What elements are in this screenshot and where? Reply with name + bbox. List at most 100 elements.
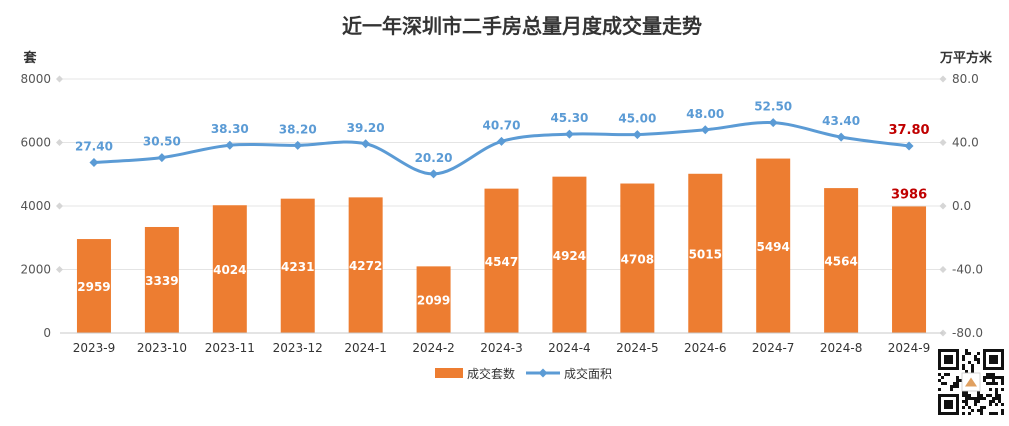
qr-module (968, 361, 971, 364)
qr-module (959, 379, 962, 382)
qr-module (983, 397, 986, 400)
qr-module (995, 403, 998, 406)
qr-module (941, 376, 944, 379)
qr-module (962, 394, 965, 397)
y-left-axis: 0 2000 4000 6000 8000 (20, 72, 63, 340)
qr-module (1001, 376, 1004, 379)
y-right-tick-marker (939, 75, 947, 83)
qr-module (962, 391, 965, 394)
line-point (836, 132, 846, 142)
qr-module (962, 364, 965, 367)
x-tick-label: 2024-2 (412, 341, 455, 355)
legend-swatch-marker (538, 368, 548, 378)
y-right-axis: -80.0 -40.0 0.0 40.0 80.0 (939, 72, 983, 340)
qr-module (968, 352, 971, 355)
qr-module (971, 370, 974, 373)
qr-module (1001, 382, 1004, 385)
qr-module (986, 376, 989, 379)
bar (688, 173, 723, 333)
x-tick-label: 2024-5 (616, 341, 659, 355)
x-tick-label: 2023-9 (73, 341, 116, 355)
bar-value-label: 2099 (417, 294, 450, 308)
qr-module (998, 394, 1001, 397)
qr-module (992, 376, 995, 379)
line-value-label: 38.20 (279, 122, 317, 136)
bar-value-label: 4564 (824, 255, 857, 269)
qr-module (980, 412, 983, 415)
bar-value-label: 3339 (145, 274, 178, 288)
bar (824, 188, 859, 333)
bar (212, 205, 247, 333)
y-left-tick-label: 0 (43, 326, 51, 340)
qr-module (995, 394, 998, 397)
chart-title: 近一年深圳市二手房总量月度成交量走势 (342, 14, 702, 38)
x-tick-label: 2024-7 (752, 341, 795, 355)
qr-module (980, 406, 983, 409)
qr-module (968, 394, 971, 397)
y-left-tick-label: 8000 (20, 72, 51, 86)
qr-module (1001, 412, 1004, 415)
qr-module (977, 409, 980, 412)
qr-module (989, 400, 992, 403)
qr-module (971, 397, 974, 400)
qr-center-logo-mark (965, 377, 977, 387)
y-right-axis-label: 万平方米 (939, 50, 993, 66)
y-right-tick-marker (939, 266, 947, 273)
qr-module (962, 367, 965, 370)
qr-module (989, 382, 992, 385)
line-point (157, 153, 167, 163)
bar (144, 226, 179, 333)
x-tick-label: 2024-6 (684, 341, 727, 355)
bar-value-label: 5015 (689, 247, 722, 261)
qr-module (947, 373, 950, 376)
bar-value-label: 4708 (621, 252, 654, 266)
line-point (564, 129, 574, 139)
bar-value-label: 5494 (756, 240, 789, 254)
y-left-tick-marker (56, 202, 63, 210)
qr-module (986, 394, 989, 397)
qr-module (986, 373, 989, 376)
qr-module (995, 382, 998, 385)
qr-module (989, 376, 992, 379)
y-left-tick-label: 4000 (20, 199, 51, 213)
y-left-tick-marker (56, 266, 63, 273)
x-tick-label: 2024-8 (820, 341, 863, 355)
qr-module (977, 400, 980, 403)
qr-module (971, 367, 974, 370)
x-tick-label: 2024-4 (548, 341, 591, 355)
line-point (89, 158, 99, 168)
qr-module (1001, 409, 1004, 412)
qr-module (944, 373, 947, 376)
qr-module (971, 409, 974, 412)
qr-module (974, 403, 977, 406)
qr-module (965, 394, 968, 397)
bar-value-label: 4547 (485, 255, 518, 269)
line-point (904, 141, 914, 151)
qr-module (986, 382, 989, 385)
line-value-label: 20.20 (415, 151, 453, 165)
qr-module (998, 400, 1001, 403)
qr-module (962, 412, 965, 415)
bar (756, 158, 791, 333)
qr-module (977, 391, 980, 394)
bar (280, 198, 315, 333)
y-right-tick-label: 0.0 (952, 199, 971, 213)
line-value-label: 45.00 (618, 112, 656, 126)
line-value-label: 52.50 (754, 100, 792, 114)
line-point (768, 118, 778, 128)
legend-label-line: 成交面积 (564, 366, 612, 381)
y-right-tick-marker (939, 139, 947, 146)
x-tick-label: 2023-12 (273, 341, 323, 355)
qr-module (992, 400, 995, 403)
qr-module (968, 397, 971, 400)
qr-module (968, 406, 971, 409)
qr-module (974, 355, 977, 358)
qr-module (965, 397, 968, 400)
qr-module (974, 358, 977, 361)
line-value-label: 43.40 (822, 114, 860, 128)
bar (620, 183, 655, 333)
qr-code-icon (936, 347, 1006, 417)
qr-module (989, 412, 992, 415)
qr-module (977, 358, 980, 361)
